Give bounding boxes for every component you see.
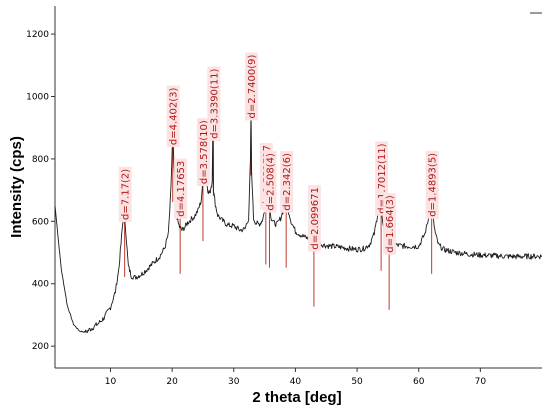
- y-tick-label: 200: [32, 342, 49, 352]
- peak-label: d=2.342(6): [280, 151, 294, 213]
- y-tick-label: 400: [32, 280, 49, 290]
- x-tick-label: 60: [413, 377, 425, 387]
- x-tick-label: 50: [351, 377, 363, 387]
- peak-label-box: [207, 66, 221, 141]
- peak-label-text: d=3.578(10): [199, 120, 210, 184]
- peak-label-box: [425, 150, 439, 219]
- y-tick-label: 1200: [26, 30, 49, 40]
- peak-label: d=3.3390(11): [207, 66, 221, 141]
- peak-label: d=4.17653: [174, 158, 188, 219]
- peak-label: d=4.402(3): [166, 85, 180, 148]
- peak-label-box: [263, 151, 277, 213]
- series-layer: [54, 110, 542, 334]
- peak-label-text: d=2.099671: [310, 187, 321, 249]
- peak-label-box: [174, 158, 188, 219]
- peak-label-box: [245, 52, 258, 121]
- x-tick-label: 10: [105, 377, 117, 387]
- peak-label-box: [196, 118, 210, 187]
- peak-label: d=2.508(4): [263, 151, 277, 213]
- peak-label-box: [307, 185, 321, 252]
- peak-label-box: [118, 166, 132, 222]
- x-tick-label: 20: [166, 377, 178, 387]
- x-ticks: 10 20 30 40 50 60 70: [105, 368, 487, 387]
- peak-label-text: d=1.664(3): [385, 195, 396, 253]
- x-axis-title: 2 theta [deg]: [252, 389, 341, 406]
- peak-label-box: [166, 85, 180, 148]
- x-tick-label: 30: [228, 377, 240, 387]
- peak-label-text: d=4.17653: [176, 161, 187, 217]
- y-tick-label: 600: [32, 217, 49, 227]
- peak-label: d=7.17(2): [118, 166, 132, 222]
- y-tick-label: 800: [32, 155, 49, 165]
- peak-label: d=1.4893(5): [425, 150, 439, 219]
- peak-label: d=1.664(3): [383, 193, 397, 255]
- x-tick-label: 70: [475, 377, 487, 387]
- x-tick-label: 40: [290, 377, 302, 387]
- peak-label-text: d=3.3390(11): [209, 68, 220, 138]
- peak-label: d=2.7400(9): [245, 52, 258, 121]
- peak-label-text: d=2.7400(9): [247, 55, 258, 119]
- peak-labels: d=7.17(2)d=4.402(3)d=4.17653d=3.578(10)d…: [118, 52, 439, 255]
- peak-label-text: d=1.7012(11): [377, 143, 388, 213]
- diffraction-pattern-line: [54, 110, 542, 334]
- peak-label: d=3.578(10): [196, 118, 210, 187]
- peak-label-text: d=2.508(4): [266, 153, 277, 211]
- peak-label-box: [383, 193, 397, 255]
- peak-markers: [124, 110, 433, 310]
- peak-label: d=2.099671: [307, 185, 321, 252]
- y-axis-title: Intensity (cps): [8, 136, 25, 238]
- peak-label-text: d=7.17(2): [121, 169, 132, 220]
- peak-label-text: d=1.4893(5): [428, 153, 439, 217]
- peak-label-box: [280, 151, 294, 213]
- y-ticks: 200 400 600 800 1000 1200: [26, 30, 55, 352]
- peak-label-text: d=4.402(3): [169, 87, 180, 145]
- peak-label-text: d=2.342(6): [282, 153, 293, 211]
- y-tick-label: 1000: [26, 93, 49, 103]
- plot-frame: [54, 6, 542, 369]
